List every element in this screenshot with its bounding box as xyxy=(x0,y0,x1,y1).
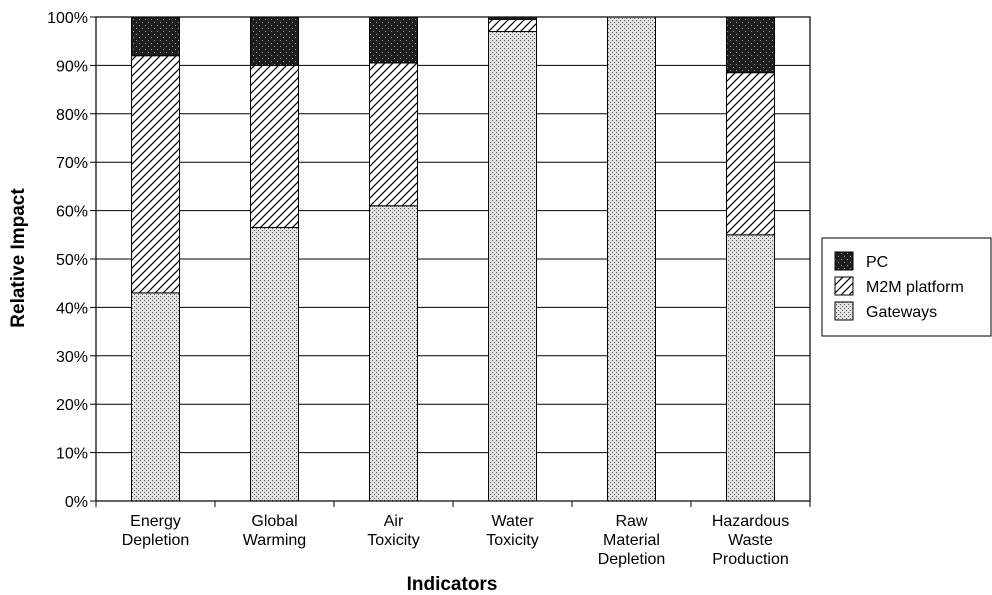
bars xyxy=(131,16,775,502)
bar-segment-m2m-platform xyxy=(250,64,299,229)
x-category-label: Water Toxicity xyxy=(486,513,538,549)
bar-segment-gateways xyxy=(250,227,299,502)
y-tick-label: 20% xyxy=(56,397,88,414)
y-axis-title: Relative Impact xyxy=(8,188,29,328)
bar-segment-m2m-platform xyxy=(726,72,775,236)
y-tick-label: 100% xyxy=(47,10,88,27)
plot-area-frame xyxy=(95,16,811,502)
legend-label-pc: PC xyxy=(866,254,888,271)
legend-swatch-m2m-platform xyxy=(834,276,854,296)
legend: PC M2M platform Gateways xyxy=(821,237,992,337)
y-tick-label: 60% xyxy=(56,204,88,221)
y-tick-label: 70% xyxy=(56,155,88,172)
x-category-label: Energy Depletion xyxy=(122,513,190,549)
x-category-label: Hazardous Waste Production xyxy=(712,513,789,568)
bar-segment-gateways xyxy=(369,205,418,502)
x-category-labels: Energy Depletion Global Warming Air Toxicity W… xyxy=(122,513,789,568)
bar-segment-gateways xyxy=(607,16,656,502)
bar-segment-pc xyxy=(369,16,418,64)
bar-segment-gateways xyxy=(131,292,180,502)
bar-segment-pc xyxy=(250,16,299,66)
axes xyxy=(95,16,811,502)
y-tick-label: 0% xyxy=(65,494,88,511)
bar-segment-m2m-platform xyxy=(369,62,418,207)
bar-segment-gateways xyxy=(726,234,775,502)
bar-segment-m2m-platform xyxy=(488,18,537,33)
gridlines xyxy=(90,16,811,507)
legend-swatch-pc xyxy=(834,251,854,271)
legend-label-gateways: Gateways xyxy=(866,304,937,321)
y-tick-label: 80% xyxy=(56,107,88,124)
x-category-label: Raw Material Depletion xyxy=(598,513,666,568)
bar-segment-pc xyxy=(726,16,775,74)
x-axis-title: Indicators xyxy=(407,574,498,595)
x-category-label: Global Warming xyxy=(243,513,306,549)
legend-label-m2m-platform: M2M platform xyxy=(866,279,964,296)
y-tick-label: 30% xyxy=(56,349,88,366)
bar-segment-m2m-platform xyxy=(131,55,180,294)
legend-swatch-gateways xyxy=(834,301,854,321)
y-tick-label: 90% xyxy=(56,58,88,75)
y-tick-label: 50% xyxy=(56,252,88,269)
y-tick-labels: 0% 10% 20% 30% 40% 50% 60% 70% 80% 90% 100% xyxy=(47,10,88,511)
bar-segment-gateways xyxy=(488,31,537,502)
y-tick-label: 40% xyxy=(56,300,88,317)
x-category-label: Air Toxicity xyxy=(367,513,419,549)
bar-segment-pc xyxy=(131,16,180,57)
y-tick-label: 10% xyxy=(56,446,88,463)
